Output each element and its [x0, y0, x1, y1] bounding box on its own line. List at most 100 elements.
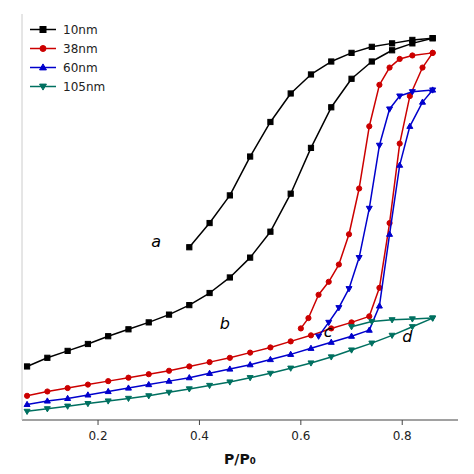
annotation: c	[324, 322, 333, 341]
point	[409, 317, 415, 322]
point	[65, 395, 71, 400]
series	[24, 87, 436, 407]
point	[44, 407, 50, 412]
legend-label: 105nm	[63, 80, 105, 94]
point	[430, 50, 435, 55]
point	[387, 107, 393, 112]
series	[24, 36, 435, 369]
point	[349, 76, 354, 81]
point	[85, 382, 90, 387]
point	[316, 292, 321, 297]
point	[187, 364, 192, 369]
x-axis-line	[22, 419, 458, 420]
point	[268, 229, 273, 234]
point	[146, 320, 151, 325]
point	[377, 82, 382, 87]
point	[44, 398, 50, 403]
point	[367, 314, 372, 319]
x-tick	[199, 420, 200, 425]
series-line	[301, 53, 433, 329]
point	[65, 348, 70, 353]
point	[389, 41, 394, 46]
point	[45, 355, 50, 360]
point	[248, 154, 253, 159]
point	[308, 72, 313, 77]
x-tick	[98, 420, 99, 425]
point	[298, 326, 303, 331]
point	[349, 348, 355, 353]
point	[24, 401, 30, 406]
point	[105, 399, 111, 404]
x-axis-label: P/P₀	[224, 451, 256, 467]
point	[247, 376, 253, 381]
point	[125, 385, 131, 390]
point	[65, 385, 70, 390]
series-line	[319, 90, 433, 336]
point	[369, 341, 375, 346]
series-line	[27, 38, 433, 366]
point	[187, 245, 192, 250]
point	[85, 392, 91, 397]
series-line	[27, 53, 433, 396]
legend-marker	[40, 84, 47, 90]
point	[288, 366, 294, 371]
point	[187, 303, 192, 308]
series	[298, 50, 435, 331]
point	[227, 275, 232, 280]
point	[357, 186, 362, 191]
point	[376, 143, 382, 148]
legend-label: 60nm	[63, 61, 98, 75]
point	[326, 279, 331, 284]
point	[106, 379, 111, 384]
point	[125, 396, 131, 401]
x-tick	[300, 420, 301, 425]
point	[430, 36, 435, 41]
x-tick-label: 0.4	[190, 429, 209, 443]
point	[45, 389, 50, 394]
point	[430, 316, 436, 321]
legend-marker	[40, 64, 47, 70]
point	[248, 350, 253, 355]
point	[346, 232, 351, 237]
point	[146, 372, 151, 377]
point	[407, 123, 413, 128]
point	[126, 327, 131, 332]
point	[227, 193, 232, 198]
point	[207, 290, 212, 295]
point	[308, 361, 314, 366]
point	[146, 381, 152, 386]
point	[397, 162, 403, 167]
legend: 10nm38nm60nm105nm	[30, 23, 105, 94]
point	[24, 364, 29, 369]
point	[166, 312, 171, 317]
point	[308, 333, 313, 338]
point	[389, 48, 394, 53]
point	[387, 65, 392, 70]
point	[186, 387, 192, 392]
series-line	[27, 90, 433, 404]
point	[409, 90, 415, 95]
point	[369, 59, 374, 64]
x-tick-label: 0.8	[393, 429, 412, 443]
point	[247, 362, 253, 367]
point	[106, 334, 111, 339]
point	[346, 287, 352, 292]
point	[366, 206, 372, 211]
point	[166, 378, 172, 383]
point	[306, 315, 311, 320]
legend-label: 10nm	[63, 23, 98, 37]
annotation: d	[402, 327, 413, 346]
legend-marker	[40, 27, 46, 33]
x-tick	[402, 420, 403, 425]
point	[356, 256, 362, 261]
point	[267, 371, 273, 376]
series	[24, 50, 435, 398]
point	[397, 56, 402, 61]
point	[268, 119, 273, 124]
point	[248, 255, 253, 260]
point	[336, 262, 341, 267]
point	[387, 231, 393, 236]
point	[316, 334, 322, 339]
point	[105, 388, 111, 393]
point	[366, 327, 372, 332]
